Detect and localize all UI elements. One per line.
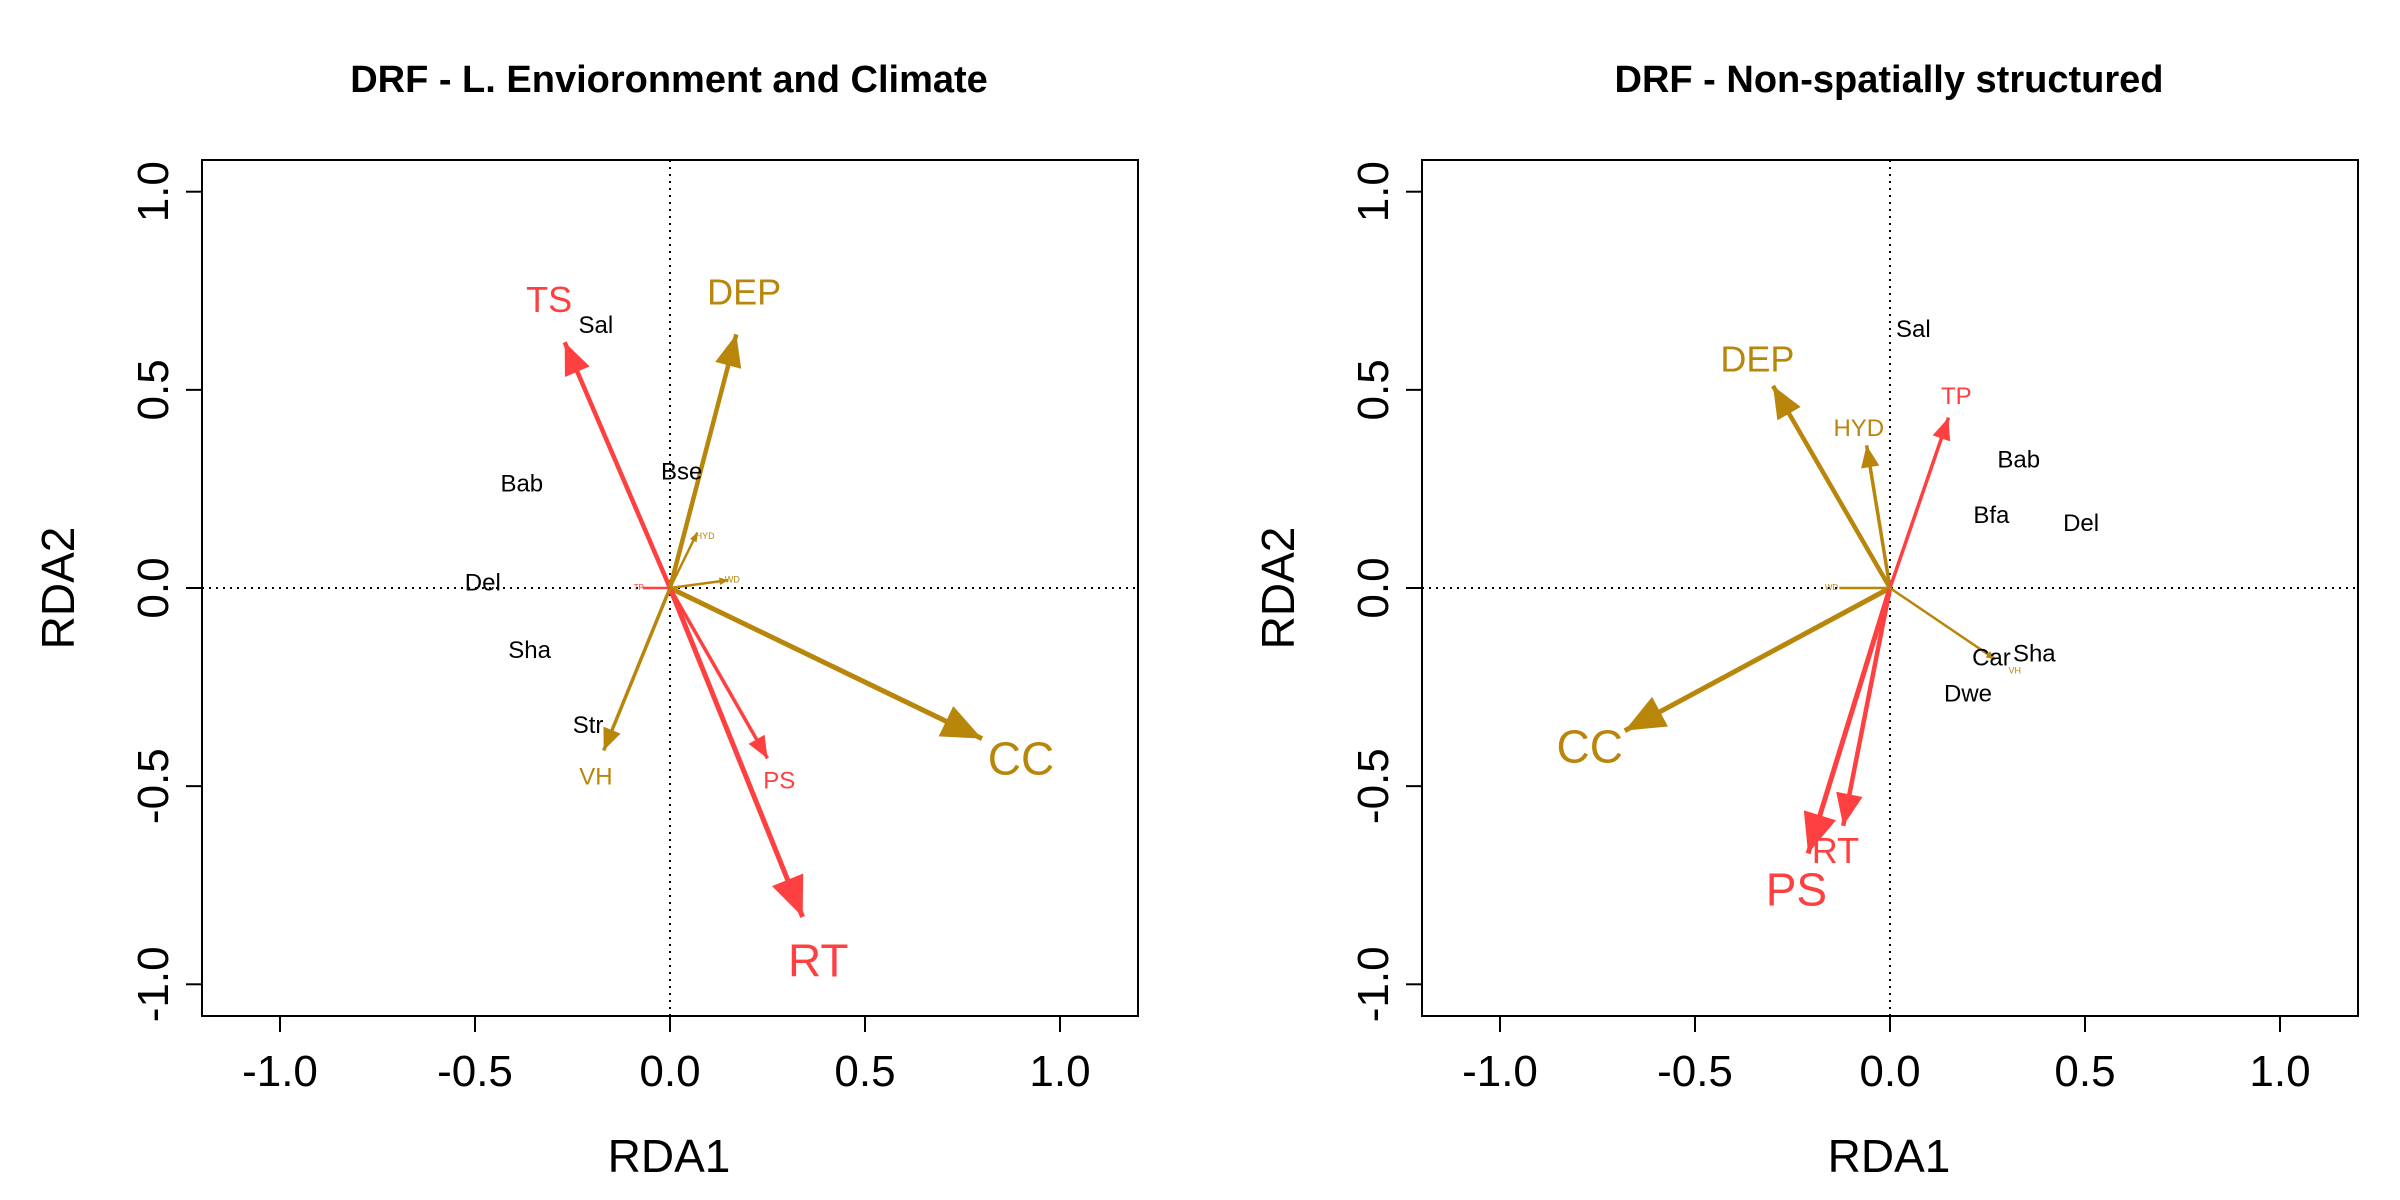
x-axis-label: RDA1 (1828, 1130, 1951, 1182)
plot-area: -1.0 -0.5 0.0 0.5 1.0 -1.0 -0.5 0.0 0.5 1.0 TS DEP C… (129, 159, 1139, 1096)
species-label-sha: Sha (2013, 641, 2056, 668)
species-label-dwe: Dwe (1944, 680, 1992, 707)
x-tick-label: 0.0 (1859, 1047, 1920, 1096)
arrow-dep (1771, 384, 1892, 590)
arrow-label-ts: TS (526, 279, 572, 320)
arrow-dep (667, 333, 739, 589)
rda-panel-non-spatially-structured: DRF - Non-spatially structured RDA1 RDA2… (1252, 59, 2359, 1182)
x-tick-label: -0.5 (437, 1047, 513, 1096)
arrow-vh (1889, 586, 1997, 661)
species-label-str: Str (573, 712, 604, 739)
arrow-label-cc: CC (988, 733, 1054, 785)
arrowhead-ps (748, 734, 768, 759)
arrowhead-rt (1836, 791, 1863, 826)
species-label-bse: Bse (661, 458, 702, 485)
arrowhead-vh (603, 726, 621, 751)
species-label-del: Del (2063, 510, 2099, 537)
arrowhead-wd (719, 577, 729, 586)
species-label-sal: Sal (579, 312, 614, 339)
species-label-bab: Bab (1997, 447, 2040, 474)
arrow-label-cc: CC (1556, 721, 1622, 773)
x-axis-label: RDA1 (608, 1130, 731, 1182)
x-tick-label: -0.5 (1657, 1047, 1733, 1096)
arrow-label-vh: VH (579, 764, 612, 791)
y-tick-label: 1.0 (129, 161, 178, 222)
rda-panel-environment-climate: DRF - L. Envioronment and Climate RDA1 R… (32, 59, 1139, 1182)
y-tick-label: -1.0 (129, 946, 178, 1022)
y-tick-label: 0.0 (129, 557, 178, 618)
species-label-bfa: Bfa (1973, 502, 2010, 529)
y-tick-label: -1.0 (1349, 946, 1398, 1022)
arrow-ps (668, 587, 770, 760)
arrowhead-cc (1624, 696, 1668, 731)
arrow-label-hyd: HYD (696, 531, 716, 541)
arrow-label-ps: PS (1766, 863, 1827, 915)
x-tick-label: -1.0 (242, 1047, 318, 1096)
arrow-hyd (668, 531, 699, 589)
y-tick-label: 0.0 (1349, 557, 1398, 618)
arrow-label-wd: WD (1825, 583, 1839, 592)
y-tick-label: -0.5 (129, 748, 178, 824)
arrow-label-hyd: HYD (1833, 415, 1884, 442)
arrow-cc (668, 585, 984, 741)
x-tick-label: -1.0 (1462, 1047, 1538, 1096)
x-tick-label: 1.0 (2249, 1047, 2310, 1096)
arrowhead-vh (1985, 651, 1996, 660)
arrow-ps (1805, 587, 1893, 855)
arrow-cc (1623, 585, 1892, 733)
species-label-sal: Sal (1896, 316, 1931, 343)
chart-title: DRF - Non-spatially structured (1615, 59, 2164, 101)
plot-area: -1.0 -0.5 0.0 0.5 1.0 -1.0 -0.5 0.0 0.5 1.0 DEP HYD… (1349, 159, 2359, 1096)
x-tick-label: 0.0 (639, 1047, 700, 1096)
arrow-hyd (1864, 445, 1892, 589)
species-label-del: Del (465, 569, 501, 596)
arrowhead-rt (772, 873, 804, 917)
arrow-label-rt: RT (788, 935, 849, 987)
arrow-rt (667, 587, 805, 918)
y-axis-label: RDA2 (32, 527, 84, 650)
arrowhead-ps (1803, 810, 1836, 854)
arrow-label-wd: WD (725, 574, 740, 584)
arrowhead-dep (715, 334, 742, 369)
chart-title: DRF - L. Envioronment and Climate (350, 59, 988, 101)
species-label-bab: Bab (500, 470, 543, 497)
arrow-ts (562, 341, 673, 589)
x-tick-label: 1.0 (1029, 1047, 1090, 1096)
y-axis-label: RDA2 (1252, 527, 1304, 650)
arrowhead-hyd (1861, 445, 1880, 469)
species-label-sha: Sha (508, 637, 551, 664)
arrow-tp (1888, 417, 1951, 589)
x-tick-label: 0.5 (2054, 1047, 2115, 1096)
arrowhead-tp (1932, 417, 1951, 442)
x-tick-label: 0.5 (834, 1047, 895, 1096)
arrowhead-cc (938, 706, 982, 739)
y-tick-label: 1.0 (1349, 161, 1398, 222)
arrow-label-dep: DEP (707, 271, 781, 312)
y-tick-label: 0.5 (129, 359, 178, 420)
arrowhead-dep (1773, 385, 1801, 421)
arrow-rt (1840, 587, 1893, 827)
arrow-vh (602, 587, 672, 752)
arrowhead-hyd (689, 532, 698, 543)
species-label-car: Car (1972, 645, 2011, 672)
y-tick-label: -0.5 (1349, 748, 1398, 824)
arrow-wd (669, 578, 729, 590)
arrow-label-ps: PS (763, 768, 795, 795)
arrow-label-dep: DEP (1720, 339, 1794, 380)
arrow-label-vh: VH (2009, 666, 2022, 676)
arrow-label-tp: TP (1941, 383, 1972, 410)
arrowhead-ts (564, 342, 590, 378)
arrow-label-tp: TP (634, 583, 644, 592)
y-tick-label: 0.5 (1349, 359, 1398, 420)
